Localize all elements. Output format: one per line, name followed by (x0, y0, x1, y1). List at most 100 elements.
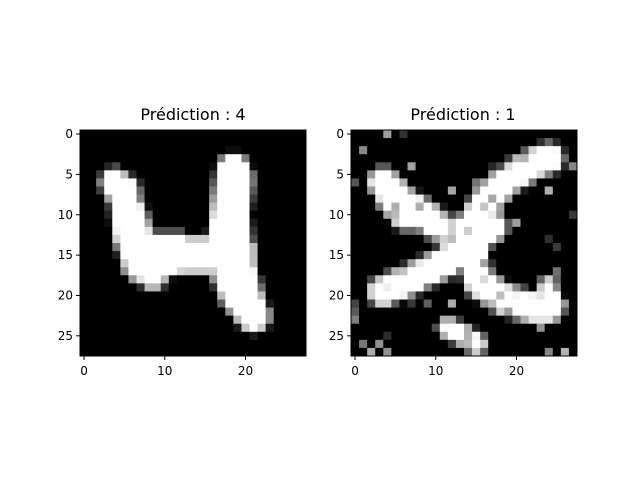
y-tick-label: 15 (329, 248, 344, 262)
y-tick-label: 25 (329, 329, 344, 343)
heatmap-cell (560, 170, 570, 179)
heatmap-cell (407, 186, 416, 195)
heatmap-cell (233, 339, 242, 349)
heatmap-cell (383, 307, 392, 317)
heatmap-cell (399, 291, 408, 300)
heatmap-cell (512, 154, 521, 163)
heatmap-cell (367, 218, 376, 228)
heatmap-cell (480, 267, 489, 276)
heatmap-cell (415, 243, 425, 252)
heatmap-cell (407, 178, 416, 187)
heatmap-cell (257, 138, 267, 147)
heatmap-cell (128, 243, 137, 252)
heatmap-cell (160, 162, 170, 171)
heatmap-cell (88, 243, 97, 252)
heatmap-cell (504, 243, 513, 252)
heatmap-cell (160, 331, 170, 341)
heatmap-cell (552, 178, 562, 187)
heatmap-cell (552, 283, 562, 292)
heatmap-cell (367, 154, 376, 163)
heatmap-cell (273, 146, 283, 155)
heatmap-cell (407, 170, 416, 179)
heatmap-cell (96, 291, 105, 300)
heatmap-cell (520, 162, 529, 171)
heatmap-cell (359, 146, 368, 155)
heatmap-cell (209, 315, 218, 325)
heatmap-cell (209, 226, 218, 236)
heatmap-cell (560, 162, 570, 171)
heatmap-cell (399, 275, 408, 284)
heatmap-cell (257, 307, 267, 317)
heatmap-cell (128, 339, 137, 349)
heatmap-cell (375, 251, 384, 260)
heatmap-cell (520, 146, 529, 155)
heatmap-cell (273, 170, 283, 179)
heatmap-cell (520, 275, 529, 284)
heatmap-cell (504, 218, 513, 228)
heatmap-cell (160, 210, 170, 220)
heatmap-cell (273, 243, 283, 252)
heatmap-cell (423, 226, 433, 236)
heatmap-cell (359, 331, 368, 341)
heatmap-cell (96, 130, 105, 139)
heatmap-cell (136, 210, 145, 220)
heatmap-cell (273, 307, 283, 317)
heatmap-cell (536, 283, 546, 292)
heatmap-cell (439, 323, 449, 333)
heatmap-cell (431, 210, 441, 220)
heatmap-cell (249, 138, 258, 147)
heatmap-cell (249, 226, 258, 236)
heatmap-cell (439, 194, 449, 204)
heatmap-cell (423, 243, 433, 252)
heatmap-cell (455, 210, 465, 220)
heatmap-cell (176, 291, 186, 300)
heatmap-cell (568, 186, 578, 195)
heatmap-cell (281, 226, 291, 236)
heatmap-cell (447, 154, 457, 163)
heatmap-cell (176, 283, 186, 292)
heatmap-cell (383, 259, 392, 268)
heatmap-cell (407, 299, 416, 308)
heatmap-cell (423, 291, 433, 300)
heatmap-cell (209, 218, 218, 228)
heatmap-cell (144, 146, 154, 155)
heatmap-cell (415, 186, 425, 195)
heatmap-cell (359, 307, 368, 317)
heatmap-cell (480, 307, 489, 317)
heatmap-cell (152, 251, 162, 260)
heatmap-cell (528, 307, 538, 317)
heatmap-cell (233, 347, 242, 357)
heatmap-cell (536, 234, 546, 244)
heatmap-cell (80, 339, 89, 349)
heatmap-cell (96, 138, 105, 147)
heatmap-cell (209, 299, 218, 308)
heatmap-cell (383, 291, 392, 300)
heatmap-cell (233, 259, 242, 268)
heatmap-cell (168, 251, 178, 260)
heatmap-cell (241, 347, 250, 357)
heatmap-cell (488, 194, 497, 204)
heatmap-cell (399, 267, 408, 276)
heatmap-cell (152, 154, 162, 163)
heatmap-cell (249, 307, 258, 317)
heatmap-cell (289, 331, 299, 341)
heatmap-cell (168, 347, 178, 357)
heatmap-cell (281, 251, 291, 260)
heatmap-cell (415, 130, 425, 139)
heatmap-cell (359, 315, 368, 325)
heatmap-cell (241, 130, 250, 139)
heatmap-cell (104, 347, 113, 357)
heatmap-cell (367, 291, 376, 300)
heatmap-cell (496, 186, 505, 195)
heatmap-cell (176, 259, 186, 268)
heatmap-cell (289, 194, 299, 204)
heatmap-cell (120, 323, 129, 333)
heatmap-cell (233, 146, 242, 155)
heatmap-cell (249, 267, 258, 276)
heatmap-cell (391, 170, 400, 179)
heatmap-cell (431, 259, 441, 268)
heatmap-cell (552, 226, 562, 236)
heatmap-cell (504, 331, 513, 341)
